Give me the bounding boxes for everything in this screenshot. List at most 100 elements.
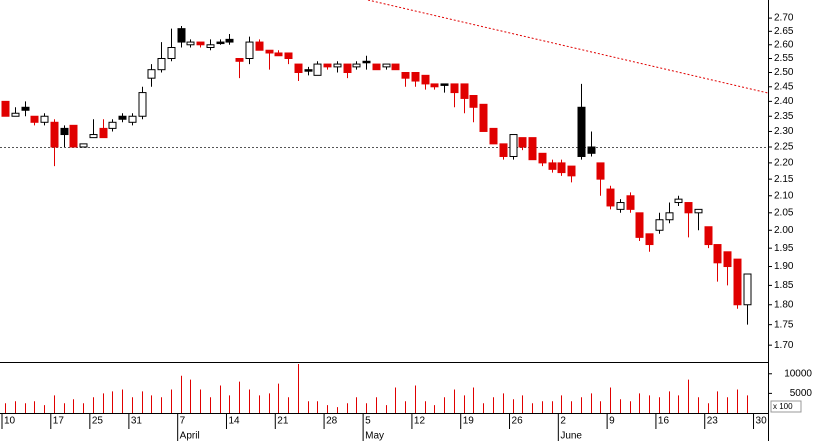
x-tick-label: 23 bbox=[707, 416, 719, 427]
candle-body bbox=[167, 47, 176, 60]
volume-tick-label: 5000 bbox=[790, 388, 813, 399]
candle-body bbox=[548, 162, 557, 170]
candle-body bbox=[245, 41, 254, 60]
volume-unit-label: x 100 bbox=[773, 402, 793, 411]
candle-body bbox=[362, 60, 371, 64]
candle-body bbox=[108, 121, 117, 129]
candle-body bbox=[596, 162, 605, 180]
y-tick-label: 2.25 bbox=[774, 142, 794, 153]
candle-body bbox=[372, 63, 381, 71]
candle-body bbox=[421, 74, 430, 85]
x-tick-label: 10 bbox=[4, 416, 16, 427]
candle-body bbox=[509, 134, 518, 157]
x-tick-label: 16 bbox=[658, 416, 670, 427]
candle-body bbox=[460, 83, 469, 99]
x-tick-label: 25 bbox=[92, 416, 104, 427]
x-tick-label: 26 bbox=[512, 416, 524, 427]
candle-body bbox=[489, 127, 498, 145]
month-label: April bbox=[180, 431, 200, 441]
candle-body bbox=[557, 162, 566, 174]
candle-body bbox=[538, 152, 547, 164]
volume-tick-label: 10000 bbox=[784, 368, 812, 379]
candle-body bbox=[440, 83, 449, 86]
y-tick-label: 1.80 bbox=[774, 299, 794, 310]
y-tick-label: 2.20 bbox=[774, 158, 794, 169]
candle-body bbox=[713, 244, 722, 264]
candle-body bbox=[177, 28, 186, 43]
x-tick-label: 2 bbox=[560, 416, 566, 427]
candle-body bbox=[294, 63, 303, 74]
candle-body bbox=[225, 38, 234, 43]
y-tick-label: 1.90 bbox=[774, 261, 794, 272]
x-tick-label: 14 bbox=[228, 416, 240, 427]
y-tick-label: 2.55 bbox=[774, 53, 794, 64]
x-tick-label: 21 bbox=[277, 416, 289, 427]
candle-body bbox=[469, 95, 478, 108]
month-label: May bbox=[365, 431, 384, 441]
candle-body bbox=[196, 41, 205, 46]
candle-body bbox=[255, 41, 264, 51]
y-tick-label: 2.40 bbox=[774, 96, 794, 107]
candle-body bbox=[430, 83, 439, 88]
candle-body bbox=[118, 115, 127, 120]
candle-body bbox=[147, 69, 156, 79]
candle-body bbox=[343, 63, 352, 74]
candle-body bbox=[50, 121, 59, 148]
candle-body bbox=[157, 58, 166, 71]
x-tick-label: 9 bbox=[609, 416, 615, 427]
candle-body bbox=[352, 63, 361, 68]
candle-body bbox=[528, 137, 537, 161]
candle-body bbox=[704, 226, 713, 246]
candle-body bbox=[694, 208, 703, 214]
x-tick-label: 5 bbox=[365, 416, 371, 427]
candle-body bbox=[606, 188, 615, 207]
x-tick-label: 19 bbox=[463, 416, 475, 427]
y-tick-label: 2.00 bbox=[774, 225, 794, 236]
candle-body bbox=[411, 72, 420, 82]
candle-body bbox=[567, 165, 576, 177]
candle-body bbox=[382, 63, 391, 68]
candle-body bbox=[60, 127, 69, 136]
candle-body bbox=[674, 198, 683, 204]
candle-body bbox=[69, 124, 78, 148]
candle-body bbox=[79, 143, 88, 148]
candle-body bbox=[479, 103, 488, 132]
candle-body bbox=[499, 143, 508, 157]
candle-body bbox=[635, 212, 644, 238]
candle-body bbox=[11, 112, 20, 117]
y-tick-label: 2.30 bbox=[774, 126, 794, 137]
candle-body bbox=[128, 115, 137, 123]
candle-body bbox=[626, 195, 635, 210]
candle-body bbox=[21, 106, 30, 111]
y-tick-label: 2.65 bbox=[774, 26, 794, 37]
candle-body bbox=[206, 44, 215, 49]
candle-body bbox=[313, 63, 322, 76]
unit-frame bbox=[770, 400, 802, 413]
candle-body bbox=[274, 52, 283, 57]
candle-body bbox=[99, 127, 108, 139]
y-tick-label: 2.35 bbox=[774, 111, 794, 122]
y-tick-label: 2.70 bbox=[774, 13, 794, 24]
candle-body bbox=[518, 137, 527, 148]
candle-body bbox=[186, 41, 195, 46]
candle-body bbox=[1, 100, 10, 117]
candle-body bbox=[450, 83, 459, 94]
candle-body bbox=[40, 115, 49, 123]
x-tick-label: 17 bbox=[53, 416, 65, 427]
x-tick-label: 12 bbox=[414, 416, 426, 427]
y-tick-label: 1.70 bbox=[774, 340, 794, 351]
candle-body bbox=[216, 41, 225, 45]
candle-body bbox=[616, 202, 625, 210]
y-tick-label: 2.60 bbox=[774, 39, 794, 50]
candle-body bbox=[665, 212, 674, 221]
y-tick-label: 1.75 bbox=[774, 319, 794, 330]
candle-body bbox=[304, 69, 313, 72]
x-tick-label: 7 bbox=[180, 416, 186, 427]
candle-body bbox=[587, 146, 596, 154]
candle-body bbox=[645, 233, 654, 246]
candle-body bbox=[138, 92, 147, 117]
candle-body bbox=[743, 273, 752, 306]
candle-body bbox=[655, 219, 664, 231]
candle-body bbox=[401, 72, 410, 79]
